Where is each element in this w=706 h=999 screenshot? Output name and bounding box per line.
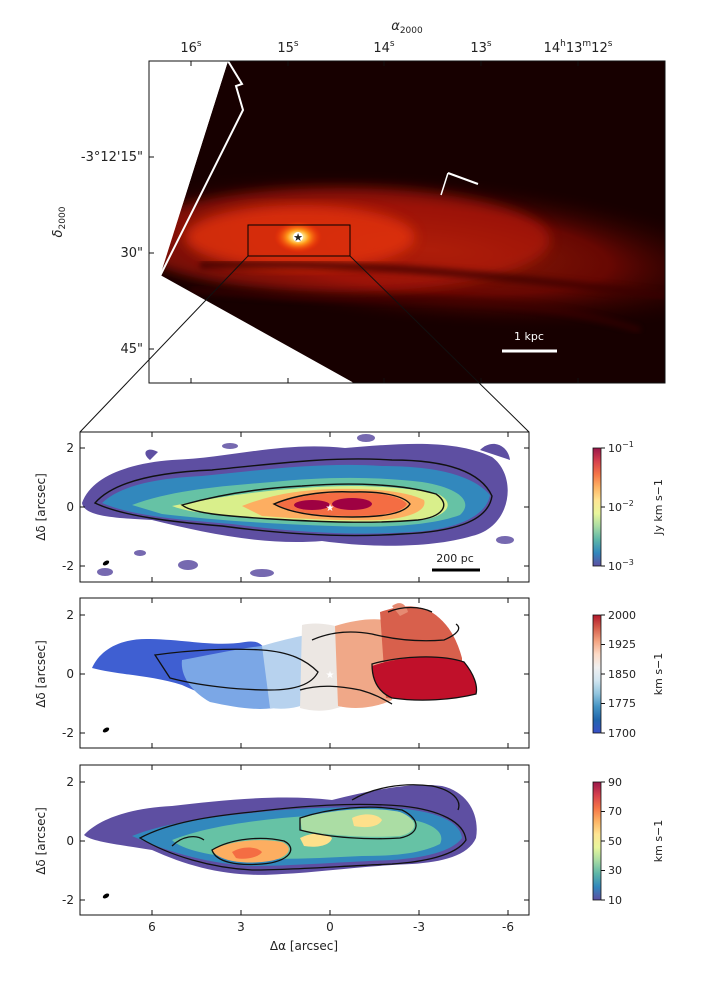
velocity-contours bbox=[153, 606, 478, 705]
ra-tick-label: 14s bbox=[373, 39, 395, 56]
scalebar-1kpc-label: 1 kpc bbox=[514, 330, 544, 343]
intensity-yticks: 2 0 -2 bbox=[62, 441, 74, 573]
colorbar-velocity: 2000 1925 1850 1775 1700 km s−1 bbox=[592, 609, 665, 740]
dec-axis-title: δ2000 bbox=[51, 206, 68, 237]
intensity-contours bbox=[93, 458, 493, 537]
colorbar-label: km s−1 bbox=[652, 653, 665, 696]
ytick-label: 0 bbox=[66, 667, 74, 681]
xtick-label: 0 bbox=[326, 920, 334, 934]
velocity-ticks bbox=[80, 598, 529, 748]
dispersion-yticks: 2 0 -2 bbox=[62, 775, 74, 907]
velocity-panel: 2 0 -2 Δδ [arcsec] ★ bbox=[34, 597, 530, 749]
ra-tick-labels: 16s 15s 14s 13s 14h13m12s bbox=[180, 39, 612, 56]
beam-ellipse bbox=[102, 893, 110, 899]
colorbar-tick: 1700 bbox=[608, 727, 636, 740]
zoom-box bbox=[247, 224, 351, 257]
colorbar-label: km s−1 bbox=[652, 820, 665, 863]
colorbar-tick: 10 bbox=[608, 894, 622, 907]
dec-tick-label: 30" bbox=[120, 246, 143, 261]
dispersion-panel: 2 0 -2 Δδ [arcsec] 6 3 0 -3 -6 Δα [arcse… bbox=[34, 764, 530, 953]
dec-tick-label: -3°12'15" bbox=[81, 150, 143, 165]
xtick-label: 3 bbox=[237, 920, 245, 934]
dispersion-ylabel: Δδ [arcsec] bbox=[34, 807, 48, 875]
ra-tick-label: 16s bbox=[180, 39, 202, 56]
colorbar-tick: 10−1 bbox=[608, 440, 634, 455]
ytick-label: 0 bbox=[66, 834, 74, 848]
colorbar-dispersion: 90 70 50 30 10 km s−1 bbox=[592, 776, 665, 907]
scalebar-200pc-label: 200 pc bbox=[436, 552, 474, 565]
dec-tick-labels: -3°12'15" 30" 45" bbox=[81, 150, 143, 357]
xtick-label: -3 bbox=[413, 920, 425, 934]
top-panel: α2000 16s 15s 14s 13s 14h13m12s δ2000 -3… bbox=[51, 19, 666, 384]
colorbar-tick: 1850 bbox=[608, 668, 636, 681]
intensity-map bbox=[82, 434, 514, 577]
velocity-ylabel: Δδ [arcsec] bbox=[34, 640, 48, 708]
center-star-icon: ★ bbox=[326, 670, 335, 681]
ytick-label: 0 bbox=[66, 500, 74, 514]
colorbar-tick: 2000 bbox=[608, 609, 636, 622]
dispersion-contours bbox=[138, 784, 467, 871]
zoom-connectors bbox=[79, 255, 530, 433]
colorbar-tick: 30 bbox=[608, 864, 622, 877]
velocity-yticks: 2 0 -2 bbox=[62, 608, 74, 740]
intensity-ylabel: Δδ [arcsec] bbox=[34, 473, 48, 541]
ytick-label: -2 bbox=[62, 559, 74, 573]
colorbar-tick: 90 bbox=[608, 776, 622, 789]
colorbar-label: Jy km s−1 bbox=[652, 479, 665, 536]
ra-tick-label: 14h13m12s bbox=[544, 39, 613, 56]
center-star-icon: ★ bbox=[326, 503, 335, 514]
mosaic-edge bbox=[158, 60, 353, 384]
artifact-streak bbox=[440, 172, 449, 196]
ytick-label: 2 bbox=[66, 775, 74, 789]
xtick-label: 6 bbox=[148, 920, 156, 934]
colorbar-tick: 50 bbox=[608, 835, 622, 848]
galaxy-image bbox=[149, 61, 665, 383]
beam-ellipse bbox=[102, 560, 110, 566]
colorbar-intensity: 10−1 10−2 10−3 Jy km s−1 bbox=[592, 440, 665, 573]
ra-tick-label: 13s bbox=[470, 39, 492, 56]
beam-ellipse bbox=[102, 727, 110, 733]
intensity-panel: 2 0 -2 Δδ [arcsec] ★ 200 pc bbox=[34, 431, 530, 583]
colorbar-tick: 10−2 bbox=[608, 499, 634, 514]
ytick-label: -2 bbox=[62, 893, 74, 907]
ra-tick-label: 15s bbox=[277, 39, 299, 56]
dec-tick-label: 45" bbox=[120, 342, 143, 357]
ytick-label: -2 bbox=[62, 726, 74, 740]
ytick-label: 2 bbox=[66, 608, 74, 622]
intensity-ticks bbox=[80, 432, 529, 582]
colorbar-tick: 1775 bbox=[608, 697, 636, 710]
top-ticks bbox=[149, 61, 579, 383]
colorbar-tick: 1925 bbox=[608, 638, 636, 651]
dispersion-xticks: 6 3 0 -3 -6 bbox=[148, 920, 514, 934]
colorbar-tick: 10−3 bbox=[608, 558, 634, 573]
ytick-label: 2 bbox=[66, 441, 74, 455]
nucleus-star-icon: ★ bbox=[293, 231, 303, 244]
dispersion-ticks bbox=[80, 765, 529, 915]
ra-axis-title: α2000 bbox=[391, 19, 423, 36]
colorbar-tick: 70 bbox=[608, 805, 622, 818]
xtick-label: -6 bbox=[502, 920, 514, 934]
artifact-streak bbox=[447, 172, 479, 185]
dispersion-xlabel: Δα [arcsec] bbox=[270, 939, 338, 953]
